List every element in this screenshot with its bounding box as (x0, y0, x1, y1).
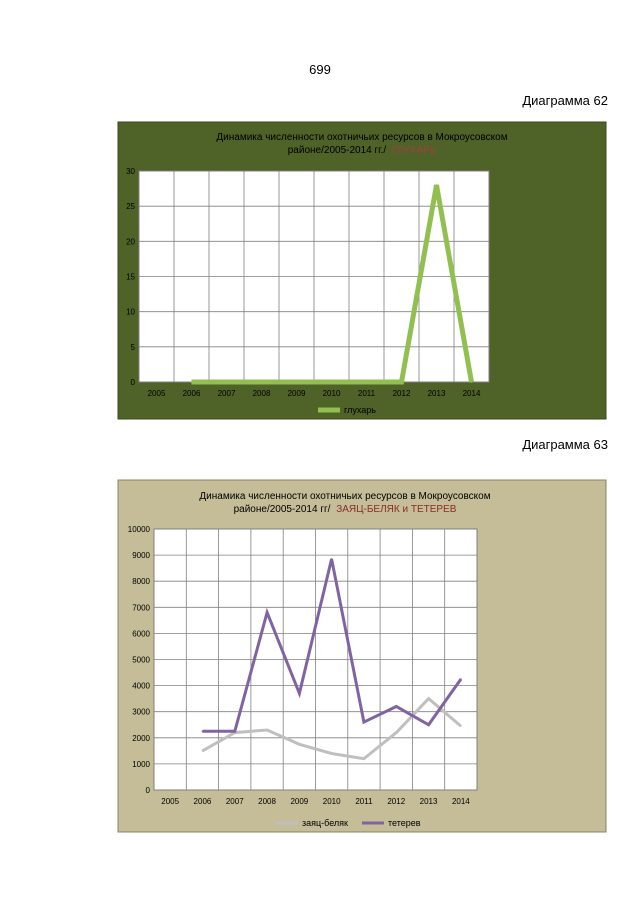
x-tick-label: 2011 (355, 797, 373, 806)
plot-area: 0 1000 2000 3000 4000 5000 6000 7000 8000 9000 100… (128, 525, 478, 828)
x-tick-label: 2006 (183, 389, 201, 398)
data-point (201, 750, 204, 752)
data-point (460, 678, 462, 680)
x-tick-label: 2005 (161, 797, 179, 806)
page-number: 699 (309, 62, 331, 77)
chart-title-line2: районе/2005-2014 гг./ ГЛУХАРЬ (288, 145, 437, 156)
plot-area: 0 5 10 15 20 25 30 2005 2006 2007 2008 2009 2010 2011… (126, 167, 490, 415)
data-point (427, 697, 430, 700)
y-tick-label: 3000 (132, 708, 150, 717)
data-point (470, 381, 473, 383)
y-tick-label: 30 (126, 167, 135, 176)
chart-zayats-teterev: Динамика численности охотничьих ресурсов… (117, 479, 607, 833)
y-tick-label: 6000 (132, 629, 150, 638)
x-tick-label: 2012 (387, 797, 405, 806)
figure-label-63: Диаграмма 63 (522, 437, 608, 452)
data-point (395, 705, 398, 708)
y-tick-label: 20 (126, 237, 135, 246)
chart-title-prefix: районе/2005-2014 гг./ (288, 145, 387, 156)
data-point (298, 692, 301, 695)
x-tick-label: 2007 (226, 797, 244, 806)
y-tick-label: 5 (131, 343, 136, 352)
chart-title-line1: Динамика численности охотничьих ресурсов… (199, 491, 490, 502)
y-tick-label: 8000 (132, 577, 150, 586)
data-point (363, 721, 365, 723)
x-tick-label: 2013 (428, 389, 446, 398)
legend-label: тетерев (388, 818, 421, 828)
x-tick-label: 2009 (288, 389, 306, 398)
x-tick-label: 2010 (323, 389, 341, 398)
legend-label: глухарь (344, 405, 376, 415)
x-tick-label: 2008 (258, 797, 276, 806)
y-tick-label: 0 (131, 378, 136, 387)
data-point (400, 381, 403, 383)
data-point (330, 381, 333, 383)
data-point (190, 381, 193, 383)
data-point (295, 381, 298, 383)
data-point (233, 730, 236, 733)
data-point (330, 752, 333, 755)
data-point (363, 757, 365, 760)
y-tick-label: 25 (126, 202, 135, 211)
y-tick-label: 5000 (132, 656, 150, 665)
figure-label-62: Диаграмма 62 (522, 93, 608, 108)
y-tick-label: 10 (126, 308, 135, 317)
x-tick-label: 2007 (218, 389, 236, 398)
y-tick-label: 7000 (132, 603, 150, 612)
x-tick-label: 2011 (358, 389, 376, 398)
data-point (435, 184, 438, 186)
y-tick-label: 15 (126, 273, 135, 282)
data-point (298, 743, 301, 746)
legend-label: заяц-беляк (302, 818, 348, 828)
x-tick-label: 2010 (323, 797, 341, 806)
data-point (330, 558, 333, 560)
data-point (266, 729, 268, 731)
y-tick-label: 4000 (132, 682, 150, 691)
data-point (260, 381, 263, 383)
y-tick-label: 1000 (132, 760, 150, 769)
chart-title-line1: Динамика численности охотничьих ресурсов… (216, 132, 507, 143)
y-tick-label: 0 (146, 786, 151, 795)
y-tick-label: 2000 (132, 734, 150, 743)
x-tick-label: 2013 (420, 797, 438, 806)
data-point (460, 725, 462, 727)
x-tick-label: 2014 (452, 797, 470, 806)
x-tick-label: 2014 (463, 389, 481, 398)
x-tick-label: 2005 (148, 389, 166, 398)
data-point (365, 381, 368, 383)
data-point (266, 611, 268, 614)
chart-title-line2: районе/2005-2014 гг/ ЗАЯЦ-БЕЛЯК и ТЕТЕРЕ… (234, 504, 457, 515)
x-tick-label: 2009 (290, 797, 308, 806)
chart-title-highlight: ГЛУХАРЬ (392, 145, 437, 156)
data-point (427, 723, 430, 726)
x-tick-label: 2012 (393, 389, 411, 398)
data-point (225, 381, 228, 383)
data-point (395, 731, 398, 734)
y-tick-label: 9000 (132, 551, 150, 560)
chart-title-highlight: ЗАЯЦ-БЕЛЯК и ТЕТЕРЕВ (336, 504, 457, 515)
data-point (201, 730, 204, 733)
chart-title-prefix: районе/2005-2014 гг/ (234, 504, 331, 515)
chart-glukhar: Динамика численности охотничьих ресурсов… (117, 121, 607, 420)
x-tick-label: 2006 (194, 797, 212, 806)
y-tick-label: 10000 (128, 525, 151, 534)
x-tick-label: 2008 (253, 389, 271, 398)
